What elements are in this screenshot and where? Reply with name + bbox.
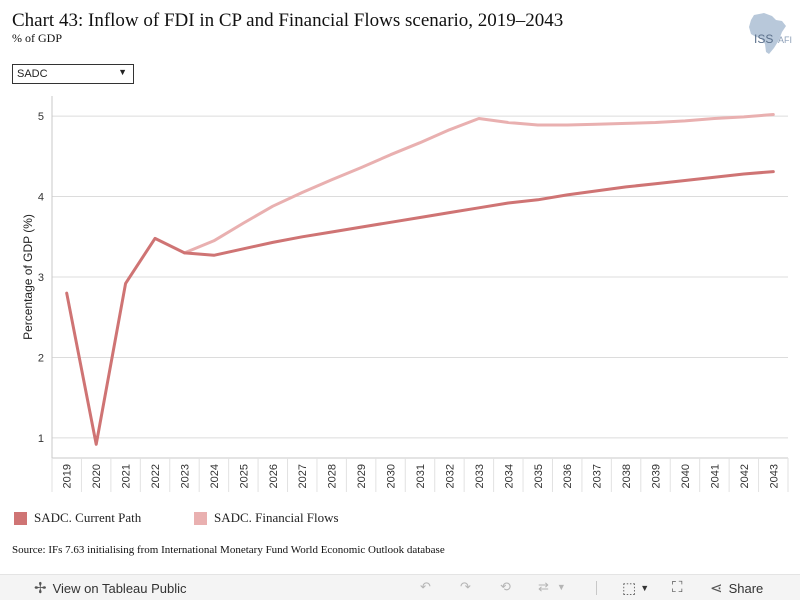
x-tick-label: 2034 xyxy=(503,464,515,488)
redo-icon: ↷ xyxy=(460,579,471,594)
x-tick-label: 2027 xyxy=(297,464,309,488)
x-tick-label: 2031 xyxy=(415,464,427,488)
x-tick-label: 2038 xyxy=(621,464,633,488)
undo-button[interactable]: ↶ xyxy=(420,579,431,595)
y-tick-label: 3 xyxy=(38,272,44,284)
x-tick-label: 2023 xyxy=(179,464,191,488)
fullscreen-icon: ⛶ xyxy=(672,579,683,596)
download-icon: ⬚ xyxy=(622,580,637,597)
x-tick-label: 2037 xyxy=(592,464,604,488)
x-tick-label: 2042 xyxy=(739,464,751,488)
x-tick-label: 2020 xyxy=(91,464,103,488)
legend-item-financial-flows[interactable]: SADC. Financial Flows xyxy=(194,510,339,526)
view-on-tableau-label: View on Tableau Public xyxy=(52,580,187,596)
redo-button[interactable]: ↷ xyxy=(460,579,471,595)
y-tick-label: 2 xyxy=(38,352,44,364)
x-tick-label: 2032 xyxy=(444,464,456,488)
series-line-financial-flows xyxy=(183,113,775,255)
x-tick-label: 2026 xyxy=(268,464,280,488)
legend-swatch-financial-flows xyxy=(194,511,207,525)
fullscreen-button[interactable]: ⛶ xyxy=(672,579,683,596)
x-tick-label: 2040 xyxy=(680,464,692,488)
chart-svg: 1 2 3 4 5 2019 2020 2021 2022 2023 2024 2025 2026 202… xyxy=(21,96,789,492)
y-axis-title: Percentage of GDP (%) xyxy=(21,214,35,340)
share-button[interactable]: ⋖ Share xyxy=(710,579,763,597)
legend-swatch-current-path xyxy=(14,511,27,525)
source-note: Source: IFs 7.63 initialising from Inter… xyxy=(12,544,445,556)
caret-down-icon: ▼ xyxy=(118,67,127,77)
x-tick-label: 2028 xyxy=(327,464,339,488)
x-tick-label: 2039 xyxy=(651,464,663,488)
chart-subtitle: % of GDP xyxy=(12,31,62,45)
x-tick-label: 2035 xyxy=(533,464,545,488)
line-chart: 1 2 3 4 5 2019 2020 2021 2022 2023 2024 2025 2026 202… xyxy=(0,90,800,502)
revert-icon: ⟲ xyxy=(500,579,511,594)
x-tick-label: 2043 xyxy=(768,464,780,488)
x-tick-label: 2033 xyxy=(474,464,486,488)
x-tick-label: 2024 xyxy=(209,464,221,488)
chevron-down-icon: ▼ xyxy=(556,582,566,592)
x-tick-label: 2025 xyxy=(238,464,250,488)
revert-button[interactable]: ⟲ xyxy=(500,579,511,595)
region-filter-value: SADC xyxy=(17,68,48,80)
refresh-button[interactable]: ⇄ ▼ xyxy=(538,579,566,595)
legend-label-current-path: SADC. Current Path xyxy=(34,510,142,525)
legend-item-current-path[interactable]: SADC. Current Path xyxy=(14,510,141,526)
tableau-toolbar: ✢ View on Tableau Public ↶ ↷ ⟲ ⇄ ▼ ⬚ ▼ ⛶ ⋖… xyxy=(0,574,800,600)
iss-africa-logo: ISS AFI xyxy=(738,12,792,56)
legend-label-financial-flows: SADC. Financial Flows xyxy=(214,510,339,525)
share-label: Share xyxy=(728,580,764,596)
region-filter-dropdown[interactable]: SADC ▼ xyxy=(12,64,134,84)
view-on-tableau-button[interactable]: ✢ View on Tableau Public xyxy=(34,579,187,597)
x-tick-label: 2019 xyxy=(62,464,74,488)
chevron-down-icon: ▼ xyxy=(640,583,650,593)
undo-icon: ↶ xyxy=(420,579,431,594)
toolbar-divider xyxy=(596,581,597,595)
y-tick-label: 5 xyxy=(38,111,44,123)
download-button[interactable]: ⬚ ▼ xyxy=(622,579,649,597)
logo-suffix: AFI xyxy=(778,35,792,45)
share-icon: ⋖ xyxy=(710,580,723,597)
x-tick-label: 2041 xyxy=(709,464,721,488)
tableau-logo-icon: ✢ xyxy=(34,580,47,597)
x-tick-label: 2030 xyxy=(386,464,398,488)
series-line-current-path xyxy=(65,170,775,446)
x-tick-label: 2029 xyxy=(356,464,368,488)
y-tick-label: 4 xyxy=(38,192,44,204)
y-tick-label: 1 xyxy=(38,433,44,445)
x-tick-label: 2021 xyxy=(121,464,133,488)
refresh-icon: ⇄ xyxy=(538,579,549,594)
chart-title: Chart 43: Inflow of FDI in CP and Financ… xyxy=(12,10,564,31)
x-tick-label: 2036 xyxy=(562,464,574,488)
logo-text: ISS xyxy=(754,32,773,46)
x-tick-label: 2022 xyxy=(150,464,162,488)
